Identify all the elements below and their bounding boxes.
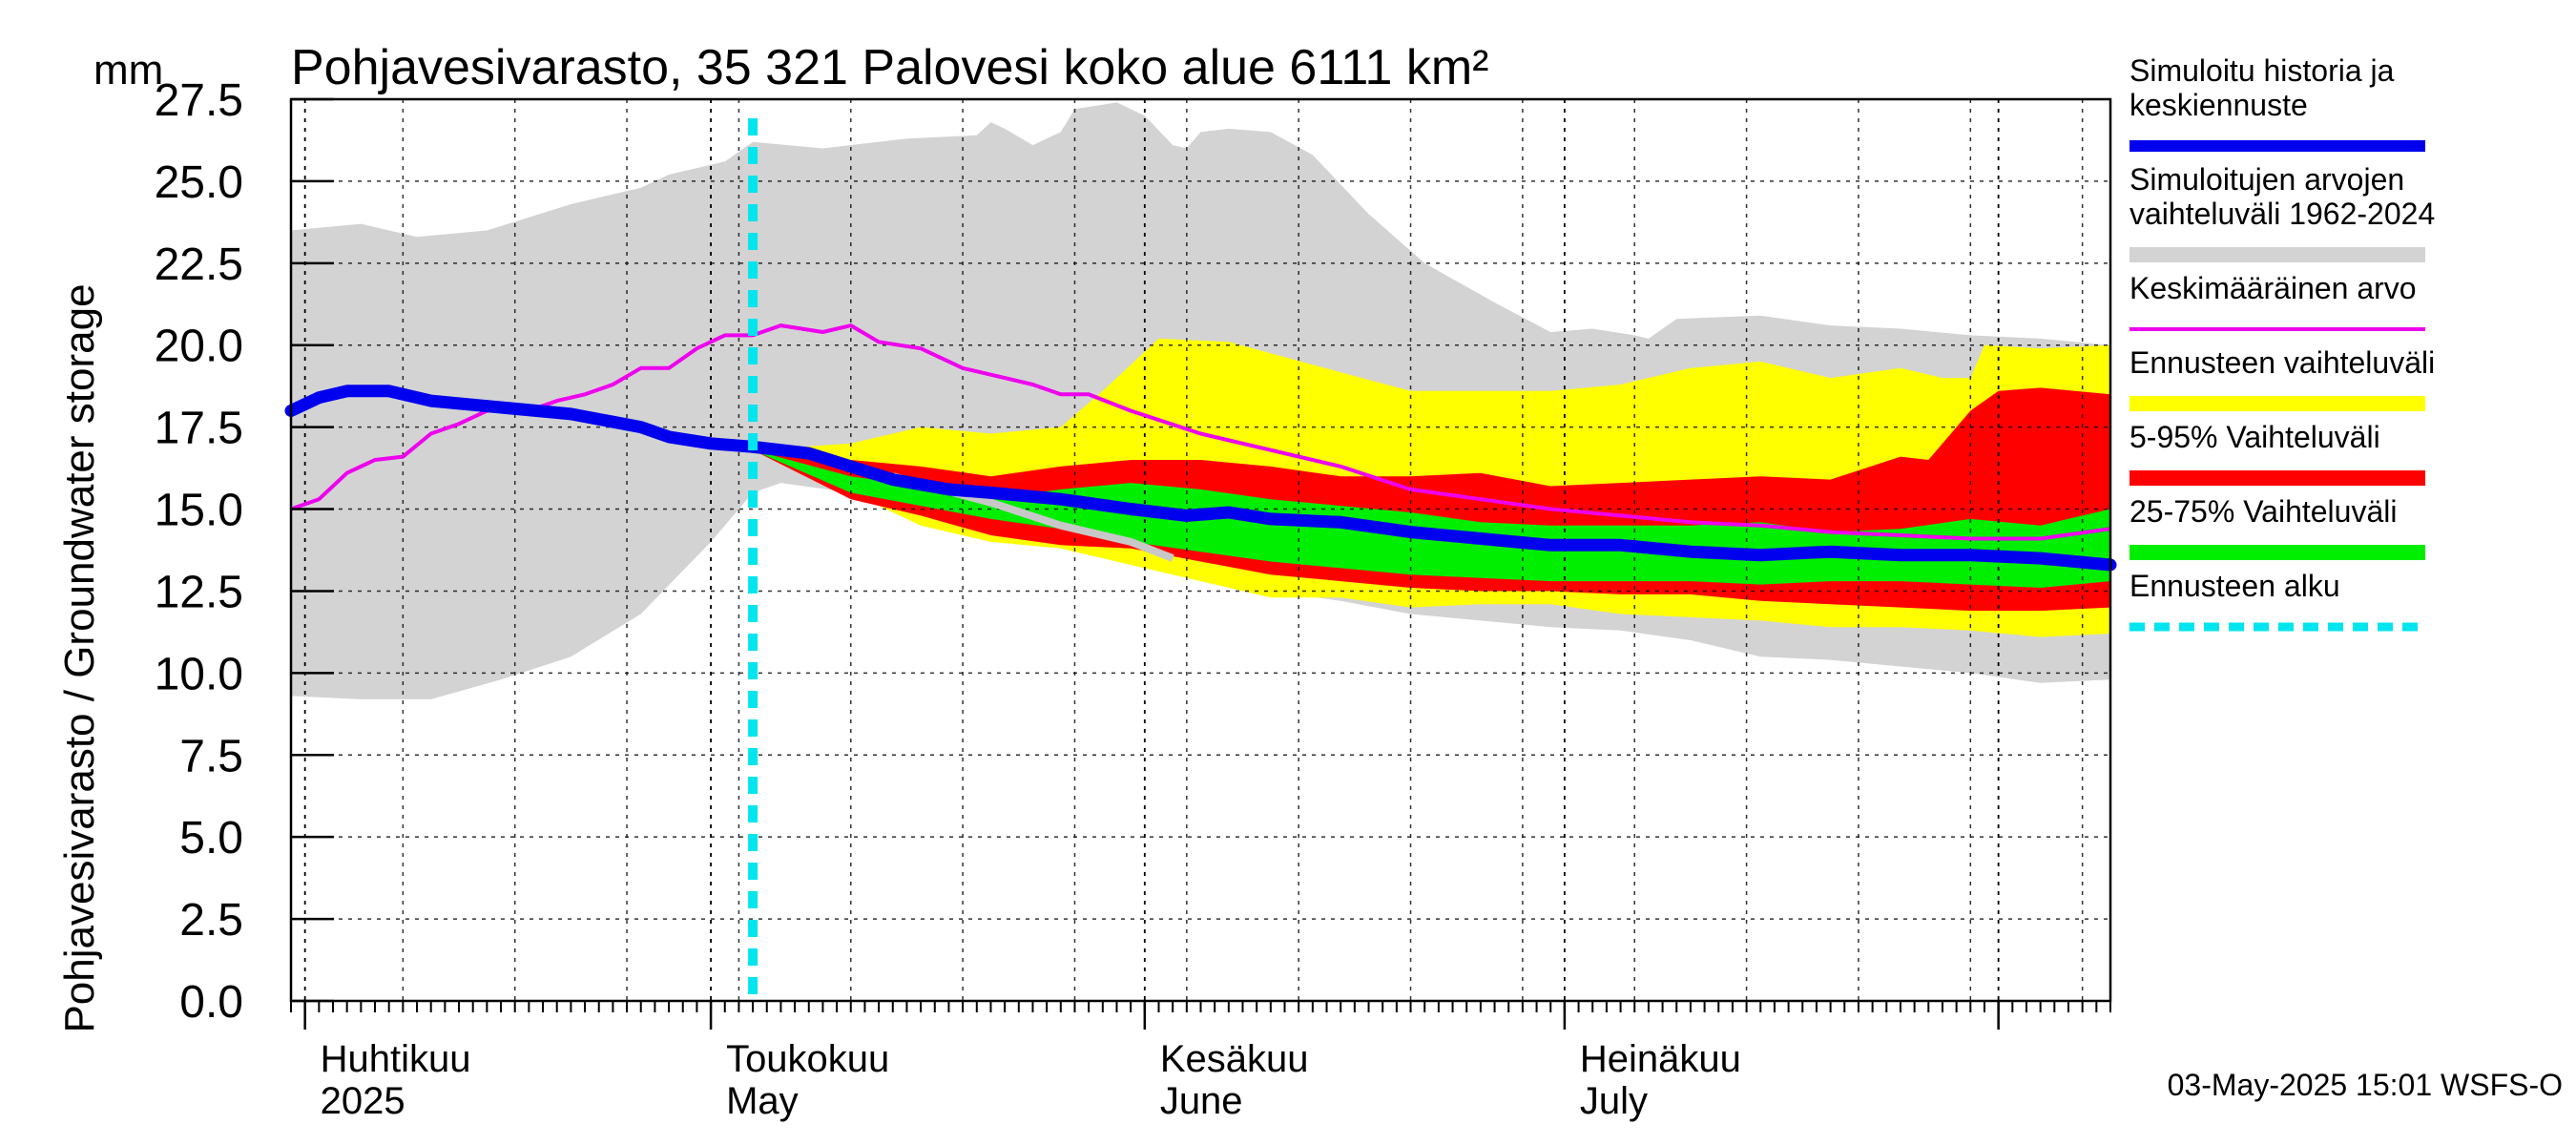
y-tick-label-4: 10.0 bbox=[155, 649, 243, 699]
month-label-3: Heinäkuu bbox=[1580, 1038, 1741, 1080]
y-tick-label-8: 20.0 bbox=[155, 322, 243, 372]
legend-label-history_range-0: Simuloitujen arvojen bbox=[2129, 162, 2404, 197]
chart-title: Pohjavesivarasto, 35 321 Palovesi koko a… bbox=[291, 40, 1488, 95]
month-label-0: Huhtikuu bbox=[321, 1038, 471, 1080]
month-sublabel-2: June bbox=[1160, 1080, 1243, 1122]
lines-layer bbox=[284, 118, 2117, 1001]
y-axis-unit: mm bbox=[93, 47, 163, 94]
y-tick-label-3: 7.5 bbox=[179, 731, 243, 781]
y-tick-label-1: 2.5 bbox=[179, 895, 243, 946]
legend-label-p25_75-0: 25-75% Vaihteluväli bbox=[2129, 494, 2397, 529]
y-tick-label-2: 5.0 bbox=[179, 813, 243, 864]
month-sublabel-3: July bbox=[1580, 1080, 1648, 1122]
y-tick-label-7: 17.5 bbox=[155, 404, 243, 454]
median-line bbox=[284, 385, 2117, 572]
legend-label-median-0: Simuloitu historia ja bbox=[2129, 53, 2395, 88]
y-tick-label-5: 12.5 bbox=[155, 567, 243, 617]
legend-label-history_range-1: vaihteluväli 1962-2024 bbox=[2129, 197, 2435, 231]
month-sublabel-1: May bbox=[726, 1080, 799, 1122]
y-axis-label: Pohjavesivarasto / Groundwater storage bbox=[56, 283, 103, 1032]
y-tick-label-0: 0.0 bbox=[179, 977, 243, 1028]
y-tick-label-11: 27.5 bbox=[155, 75, 243, 126]
mean-line bbox=[290, 323, 2111, 541]
legend-label-p5_95-0: 5-95% Vaihteluväli bbox=[2129, 420, 2380, 454]
legend-label-forecast_start-0: Ennusteen alku bbox=[2129, 569, 2340, 603]
legend-label-mean-0: Keskimääräinen arvo bbox=[2129, 271, 2417, 305]
footer-timestamp: 03-May-2025 15:01 WSFS-O bbox=[2168, 1068, 2563, 1102]
legend-label-forecast_range-0: Ennusteen vaihteluväli bbox=[2129, 345, 2435, 380]
y-tick-label-9: 22.5 bbox=[155, 239, 243, 290]
axes-layer: 0.0 2.5 5.0 7.5 10.0 12.5 15.0 17.5 20.0 22.5 25.0… bbox=[155, 75, 2112, 1122]
month-sublabel-0: 2025 bbox=[321, 1080, 405, 1122]
legend-label-median-1: keskiennuste bbox=[2129, 88, 2308, 122]
month-label-1: Toukokuu bbox=[726, 1038, 889, 1080]
y-tick-label-6: 15.0 bbox=[155, 486, 243, 536]
month-label-2: Kesäkuu bbox=[1160, 1038, 1309, 1080]
y-tick-label-10: 25.0 bbox=[155, 157, 243, 208]
